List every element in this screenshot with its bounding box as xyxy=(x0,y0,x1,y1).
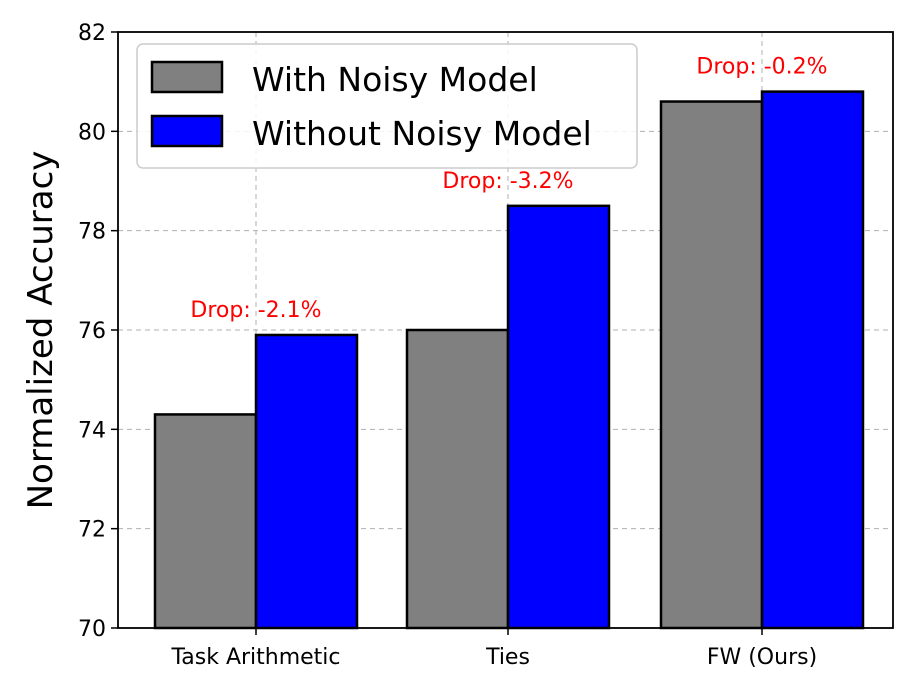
x-tick-label-ties: Ties xyxy=(485,645,530,670)
legend-frame xyxy=(136,43,638,169)
bar-without-noisy-model-task-arithmetic xyxy=(254,333,359,630)
drop-annotation-ties: Drop: -3.2% xyxy=(442,169,573,194)
y-tick-label: 72 xyxy=(78,518,106,543)
bar-with-noisy-model-ties xyxy=(405,328,510,630)
bar-without-noisy-model-fw-ours xyxy=(760,90,865,630)
drop-annotation-task-arithmetic: Drop: -2.1% xyxy=(190,298,321,323)
legend-swatch-without-noisy-model xyxy=(150,114,224,148)
legend-label-without-noisy-model: Without Noisy Model xyxy=(252,114,592,153)
drop-annotation-fw-ours: Drop: -0.2% xyxy=(696,55,827,80)
y-tick-label: 78 xyxy=(78,220,106,245)
y-tick-label: 70 xyxy=(78,617,106,642)
y-tick-label: 74 xyxy=(78,418,106,443)
y-tick-label: 76 xyxy=(78,319,106,344)
bar-without-noisy-model-ties xyxy=(506,204,611,630)
drop-annotations: Drop: -2.1% Drop: -3.2% Drop: -0.2% xyxy=(190,55,827,323)
bar-with-noisy-model-fw-ours xyxy=(659,100,764,630)
x-tick-label-task-arithmetic: Task Arithmetic xyxy=(170,645,340,670)
x-axis-ticks: Task Arithmetic Ties FW (Ours) xyxy=(170,628,817,670)
x-tick-label-fw-ours: FW (Ours) xyxy=(707,645,817,670)
legend-swatch-with-noisy-model xyxy=(150,60,224,94)
legend-label-with-noisy-model: With Noisy Model xyxy=(252,60,538,99)
y-axis-label: Normalized Accuracy xyxy=(21,151,61,510)
legend: With Noisy Model Without Noisy Model xyxy=(136,43,638,169)
y-axis-ticks: 70 72 74 76 78 80 82 xyxy=(78,21,118,642)
y-tick-label: 82 xyxy=(78,21,106,46)
bar-with-noisy-model-task-arithmetic xyxy=(153,413,258,630)
bars xyxy=(153,90,865,630)
y-tick-label: 80 xyxy=(78,120,106,145)
